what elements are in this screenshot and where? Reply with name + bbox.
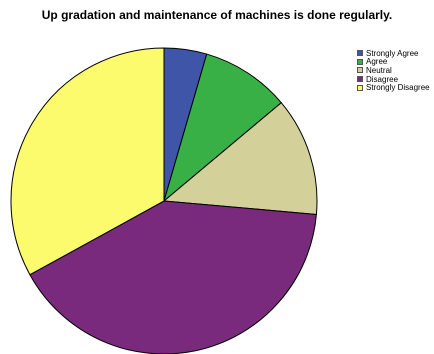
legend-swatch-strongly-agree: [357, 50, 363, 57]
legend-label-neutral: Neutral: [366, 65, 392, 75]
legend-item-disagree: Disagree: [357, 75, 430, 84]
pie-slice-agree: [163, 53, 282, 202]
legend-label-agree: Agree: [366, 57, 388, 67]
legend-swatch-strongly-disagree: [357, 84, 363, 91]
pie-slice-strongly-disagree: [10, 47, 165, 276]
legend-item-agree: Agree: [357, 57, 430, 67]
chart-title: Up gradation and maintenance of machines…: [41, 8, 393, 22]
legend-swatch-neutral: [357, 67, 363, 74]
legend-swatch-agree: [357, 58, 363, 65]
pie-slice-neutral: [163, 102, 318, 215]
legend-item-neutral: Neutral: [357, 66, 430, 75]
legend-label-strongly-disagree: Strongly Disagree: [366, 83, 430, 93]
legend-swatch-disagree: [357, 76, 363, 83]
legend-item-strongly-agree: Strongly Agree: [357, 49, 430, 58]
legend-label-strongly-agree: Strongly Agree: [366, 48, 419, 58]
legend-label-disagree: Disagree: [366, 74, 399, 84]
pie-slice-disagree: [29, 200, 317, 354]
legend: Strongly Agree Agree Neutral Disagree Strong…: [357, 49, 430, 92]
legend-item-strongly-disagree: Strongly Disagree: [357, 83, 430, 92]
